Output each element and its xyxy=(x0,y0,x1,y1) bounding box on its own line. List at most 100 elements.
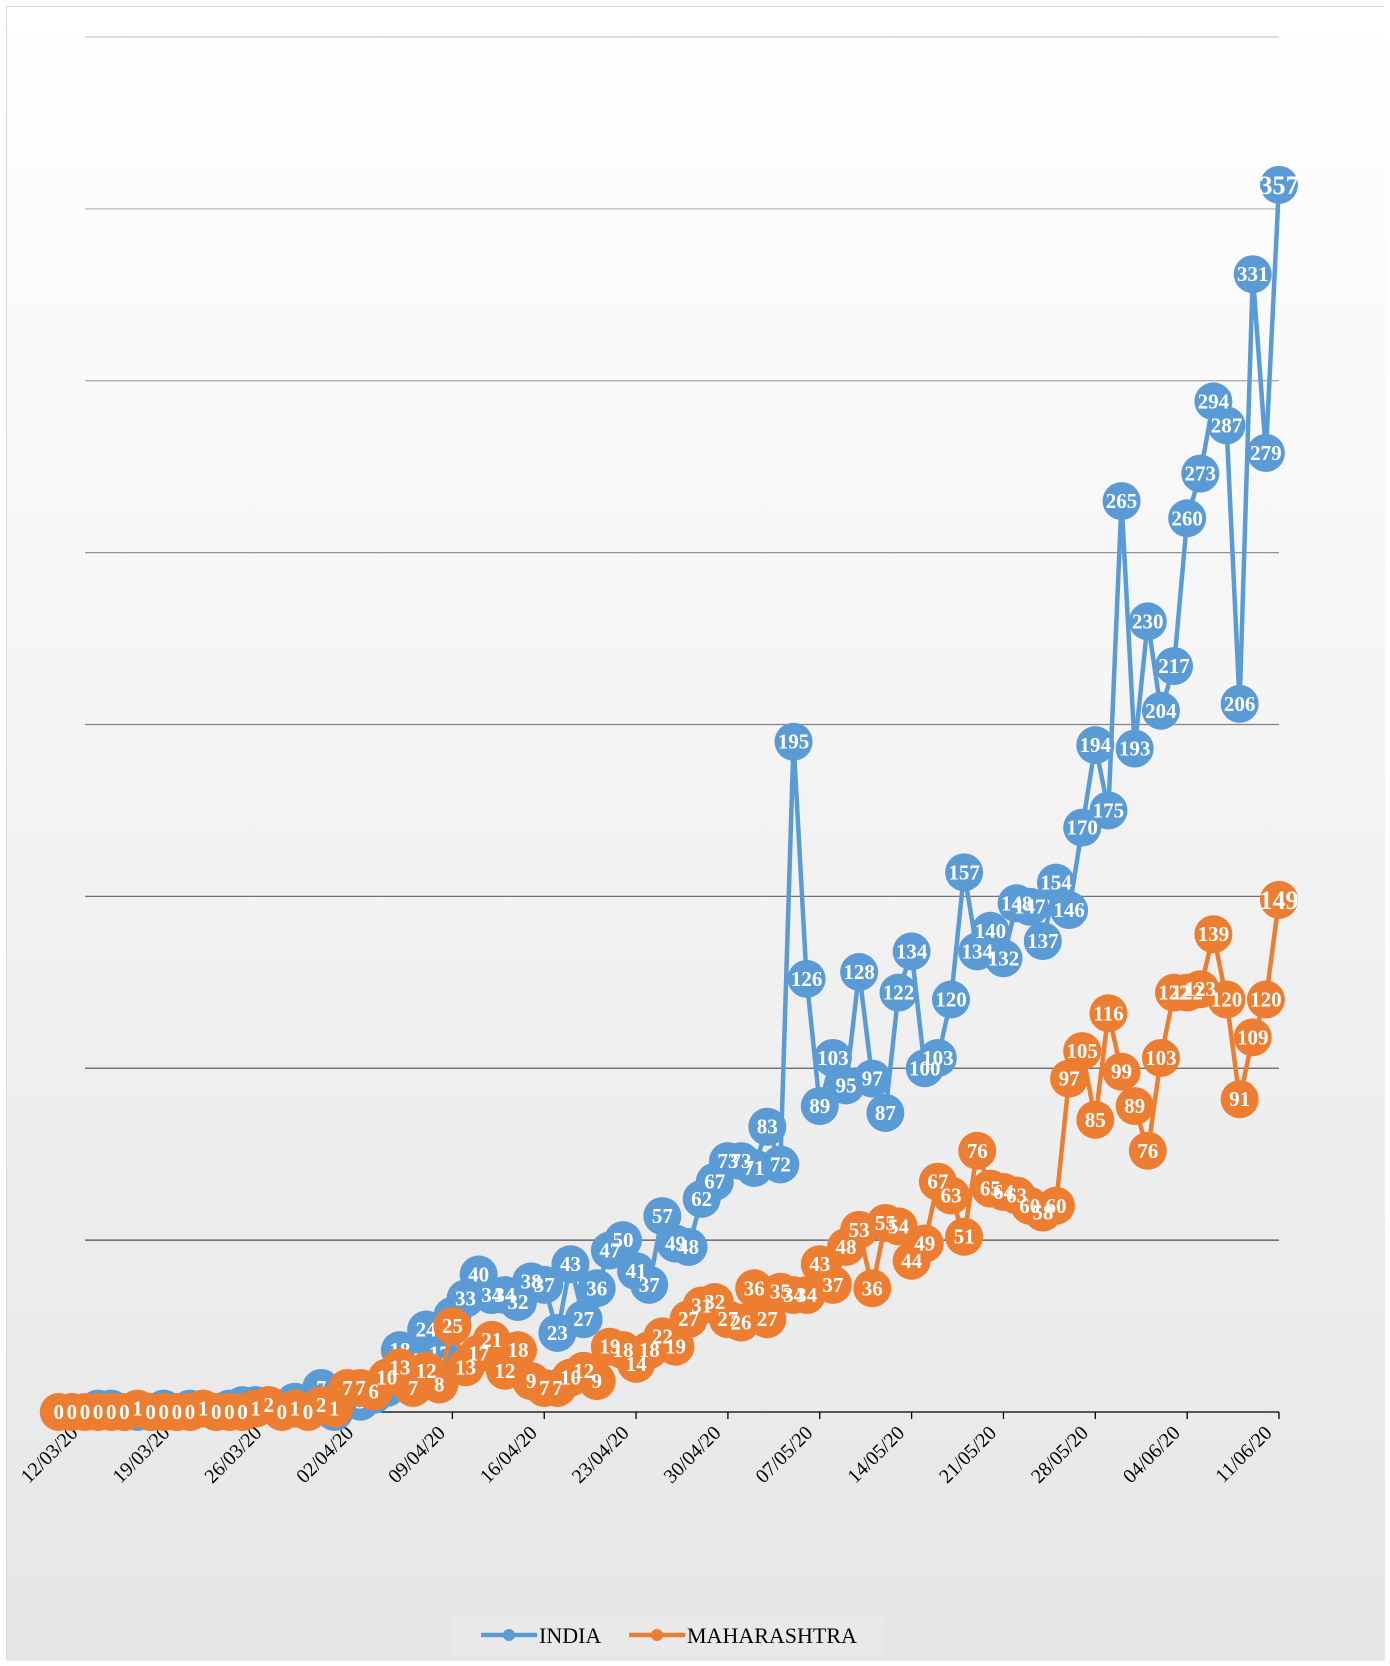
data-point xyxy=(840,953,879,991)
data-label: 17 xyxy=(468,1342,489,1366)
data-point xyxy=(1246,433,1285,472)
data-label: 12 xyxy=(573,1359,594,1383)
data-point xyxy=(931,980,970,1019)
data-label: 195 xyxy=(778,730,810,754)
data-label: 76 xyxy=(967,1139,988,1163)
data-point xyxy=(1076,726,1115,765)
data-label: 64 xyxy=(993,1180,1015,1204)
data-label: 204 xyxy=(1145,699,1177,723)
data-point xyxy=(761,1145,800,1184)
data-point xyxy=(1155,647,1194,686)
data-label: 99 xyxy=(1111,1060,1132,1084)
data-label: 14 xyxy=(626,1352,648,1376)
data-label: 51 xyxy=(954,1225,975,1249)
data-label: 49 xyxy=(914,1232,935,1256)
data-label: 44 xyxy=(901,1249,923,1273)
data-label: 331 xyxy=(1237,262,1269,286)
data-label: 170 xyxy=(1066,816,1098,840)
data-label: 0 xyxy=(172,1400,183,1424)
data-label: 97 xyxy=(862,1067,883,1091)
data-point xyxy=(787,959,826,998)
chart-area: 12/03/20 19/03/20 26/03/20 02/04/20 09/04/20… xyxy=(6,6,1385,1661)
data-label: 149 xyxy=(1260,886,1299,915)
data-label: 27 xyxy=(678,1307,699,1331)
data-label: 0 xyxy=(119,1400,130,1424)
legend-marker xyxy=(651,1629,663,1641)
data-label: 230 xyxy=(1132,609,1164,633)
data-label: 147 xyxy=(1014,895,1046,919)
data-point xyxy=(498,1331,537,1370)
data-label: 18 xyxy=(507,1338,528,1362)
data-point xyxy=(879,973,918,1012)
legend-label: INDIA xyxy=(539,1623,601,1648)
data-point xyxy=(945,853,984,892)
data-label: 71 xyxy=(744,1156,765,1180)
data-point xyxy=(958,1131,997,1170)
data-point xyxy=(1063,1032,1102,1071)
data-label: 206 xyxy=(1224,692,1256,716)
data-label: 157 xyxy=(948,860,980,884)
data-label: 1 xyxy=(329,1397,340,1421)
data-label: 22 xyxy=(652,1324,673,1348)
data-point xyxy=(1141,691,1180,730)
data-label: 0 xyxy=(158,1400,169,1424)
data-label: 27 xyxy=(717,1307,738,1331)
data-label: 63 xyxy=(1006,1183,1027,1207)
data-label: 0 xyxy=(303,1400,314,1424)
data-point xyxy=(603,1221,642,1260)
data-label: 38 xyxy=(521,1269,542,1293)
data-label: 37 xyxy=(822,1273,843,1297)
data-point xyxy=(1115,729,1154,768)
legend-label: MAHARASHTRA xyxy=(687,1623,857,1648)
data-label: 100 xyxy=(909,1056,941,1080)
data-label: 32 xyxy=(507,1290,528,1314)
data-label: 9 xyxy=(591,1369,602,1393)
data-label: 13 xyxy=(455,1355,476,1379)
data-point xyxy=(800,1087,839,1126)
data-label: 47 xyxy=(599,1238,620,1262)
data-point xyxy=(1260,880,1298,919)
data-point xyxy=(1220,684,1259,723)
data-point xyxy=(1246,980,1285,1019)
data-label: 1 xyxy=(290,1397,301,1421)
data-point xyxy=(1207,980,1246,1019)
data-label: 91 xyxy=(1229,1087,1250,1111)
data-label: 10 xyxy=(376,1366,397,1390)
data-point xyxy=(813,1265,852,1304)
data-label: 7 xyxy=(552,1376,563,1400)
data-label: 89 xyxy=(809,1094,830,1118)
gridlines xyxy=(85,36,1279,1241)
data-label: 140 xyxy=(975,919,1007,943)
data-label: 34 xyxy=(783,1283,805,1307)
data-label: 27 xyxy=(573,1307,594,1331)
data-label: 1 xyxy=(132,1397,143,1421)
data-point xyxy=(1260,165,1298,204)
data-label: 83 xyxy=(757,1115,778,1139)
data-label: 27 xyxy=(757,1307,778,1331)
data-label: 6 xyxy=(368,1379,379,1403)
data-label: 0 xyxy=(185,1400,196,1424)
data-label: 60 xyxy=(1019,1194,1040,1218)
data-point xyxy=(931,1176,970,1215)
data-label: 134 xyxy=(961,939,993,963)
data-label: 24 xyxy=(416,1318,438,1342)
data-label: 33 xyxy=(455,1287,476,1311)
data-point xyxy=(1050,891,1089,930)
data-label: 37 xyxy=(534,1273,555,1297)
data-label: 120 xyxy=(935,988,967,1012)
data-point xyxy=(1076,1100,1115,1139)
data-label: 194 xyxy=(1080,733,1112,757)
data-label: 0 xyxy=(277,1400,288,1424)
data-label: 73 xyxy=(731,1149,752,1173)
data-label: 109 xyxy=(1237,1025,1269,1049)
series-maharashtra: 0 0 0 0 0 0 1 0 0 0 0 1 0 0 0 1 2 0 1 0 2 17 7 6101371282513172… xyxy=(39,880,1299,1431)
data-label: 122 xyxy=(883,981,915,1005)
data-label: 21 xyxy=(481,1328,502,1352)
data-label: 87 xyxy=(875,1101,896,1125)
data-label: 103 xyxy=(817,1046,849,1070)
data-label: 53 xyxy=(849,1218,870,1242)
data-label: 18 xyxy=(612,1338,633,1362)
data-label: 2 xyxy=(316,1393,327,1417)
data-point xyxy=(1036,1186,1075,1225)
data-label: 62 xyxy=(691,1187,712,1211)
